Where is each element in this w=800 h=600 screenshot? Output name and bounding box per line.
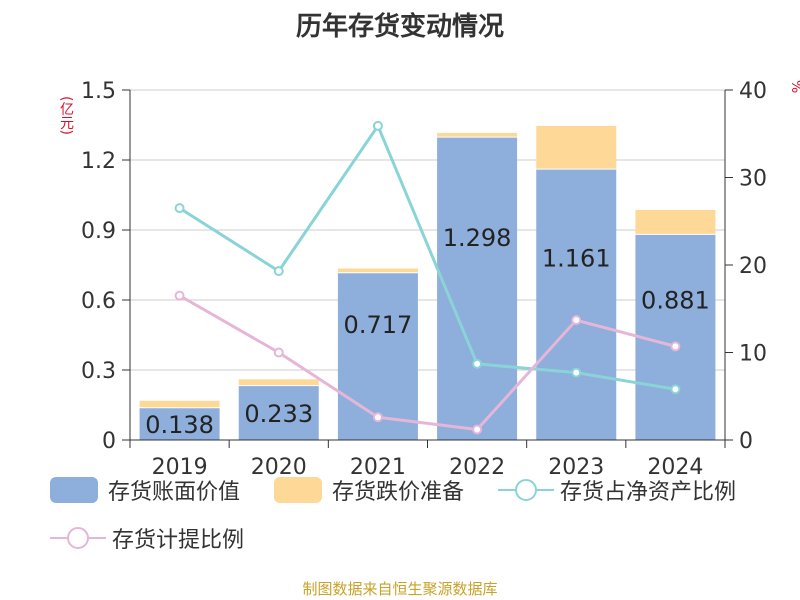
bar-impairment: [437, 132, 518, 138]
x-axis-tick-label: 2020: [251, 455, 307, 480]
left-axis-tick-label: 1.2: [81, 149, 116, 174]
x-axis-tick-label: 2023: [548, 455, 604, 480]
legend-item-net-assets-ratio[interactable]: 存货占净资产比例: [498, 474, 736, 506]
bar-book-value: [536, 169, 617, 440]
series-point-net-assets-ratio: [372, 120, 383, 131]
bar-book-value: [238, 385, 319, 440]
legend-item-book-value[interactable]: 存货账面价值: [50, 474, 240, 506]
series-point-provision-ratio: [372, 412, 383, 423]
right-axis-tick-label: 0: [739, 429, 753, 454]
bar-impairment: [238, 379, 319, 386]
series-point-net-assets-ratio: [670, 384, 681, 395]
bar-value-label: 0.881: [641, 286, 710, 314]
series-point-provision-ratio: [273, 347, 284, 358]
right-axis-tick-label: 40: [739, 79, 767, 104]
x-axis-tick-label: 2024: [647, 455, 703, 480]
right-axis-tick-label: 10: [739, 342, 767, 367]
series-point-provision-ratio: [174, 290, 185, 301]
left-axis-tick-label: 0.3: [81, 359, 116, 384]
right-axis-tick-label: 30: [739, 167, 767, 192]
bar-book-value: [337, 272, 418, 440]
legend-label-book-value: 存货账面价值: [108, 480, 241, 505]
chart-title: 历年存货变动情况: [295, 12, 504, 42]
series-line-net-assets-ratio: [178, 122, 676, 391]
legend-swatch-net-assets-ratio: [498, 479, 554, 501]
series-point-provision-ratio: [670, 341, 681, 352]
legend-swatch-impairment: [274, 477, 322, 503]
left-axis-tick-label: 0: [102, 429, 116, 454]
legend-label-impairment: 存货跌价准备: [332, 480, 465, 505]
x-axis-tick-label: 2019: [152, 455, 208, 480]
bar-book-value: [437, 137, 518, 440]
series-point-net-assets-ratio: [273, 266, 284, 277]
left-axis-unit: (亿元): [58, 96, 74, 135]
bar-impairment: [536, 125, 617, 170]
left-axis-tick-label: 0.6: [81, 289, 116, 314]
bar-value-label: 1.161: [542, 245, 611, 273]
bar-impairment: [635, 209, 716, 235]
series-point-net-assets-ratio: [571, 367, 582, 378]
x-axis-tick-label: 2022: [449, 455, 505, 480]
x-axis-tick-label: 2021: [350, 455, 406, 480]
series-point-net-assets-ratio: [472, 358, 483, 369]
series-point-provision-ratio: [571, 315, 582, 326]
bar-book-value: [635, 234, 716, 440]
legend-item-provision-ratio[interactable]: 存货计提比例: [50, 522, 244, 554]
legend-swatch-provision-ratio: [50, 527, 106, 549]
left-axis-tick-label: 1.5: [81, 79, 116, 104]
bar-book-value: [139, 407, 220, 440]
bar-value-label: 0.138: [145, 411, 214, 439]
legend-label-net-assets-ratio: 存货占净资产比例: [560, 480, 737, 505]
legend-label-provision-ratio: 存货计提比例: [112, 528, 245, 553]
right-axis-unit: %: [788, 80, 800, 94]
series-point-net-assets-ratio: [174, 203, 185, 214]
legend-item-impairment[interactable]: 存货跌价准备: [274, 474, 464, 506]
bar-impairment: [337, 268, 418, 273]
bar-impairment: [139, 400, 220, 408]
left-axis-tick-label: 0.9: [81, 219, 116, 244]
bar-value-label: 0.717: [344, 311, 413, 339]
bar-value-label: 1.298: [443, 224, 512, 252]
source-note: 制图数据来自恒生聚源数据库: [302, 580, 498, 598]
legend-swatch-book-value: [50, 477, 98, 503]
series-point-provision-ratio: [472, 424, 483, 435]
right-axis-tick-label: 20: [739, 254, 767, 279]
bar-value-label: 0.233: [244, 400, 313, 428]
series-line-provision-ratio: [178, 294, 676, 432]
